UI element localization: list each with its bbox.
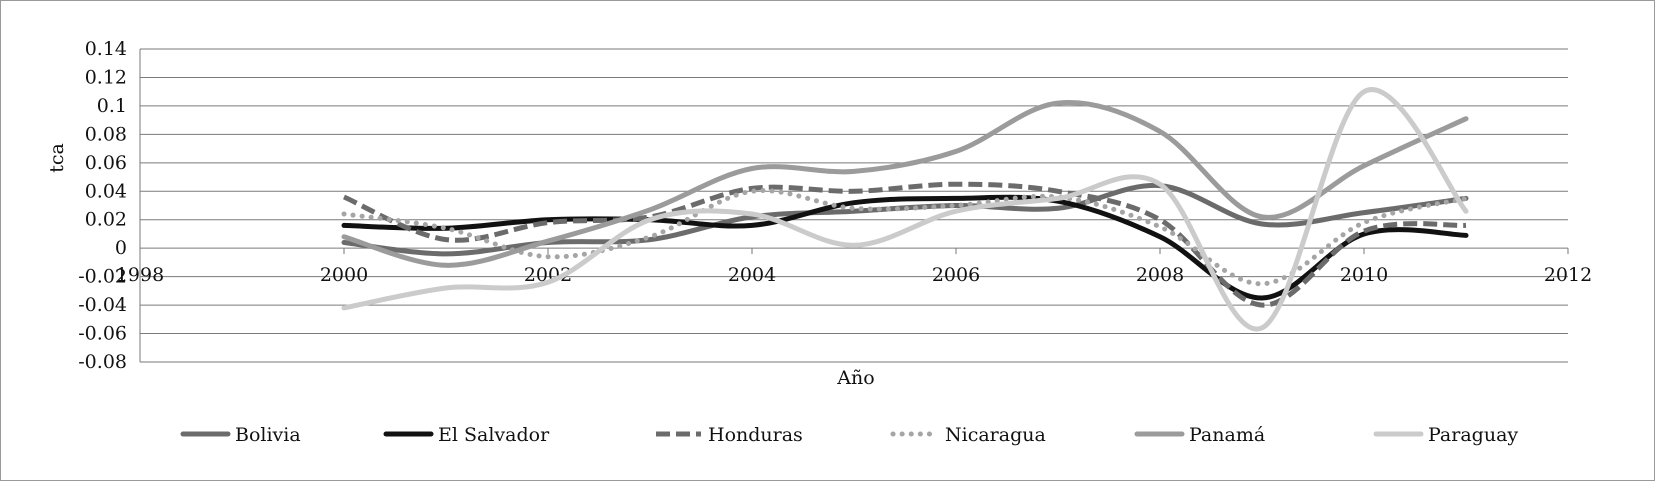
- legend-label-honduras: Honduras: [708, 424, 803, 446]
- series-line-nicaragua: [341, 188, 1469, 287]
- x-axis-title: Año: [836, 367, 874, 389]
- y-axis-ticks: 0.14 0.12 0.1 0.08 0.06 0.04 0.02 0 -0.02 -0.04 -0…: [78, 38, 127, 373]
- y-tick-label: 0.1: [97, 95, 127, 117]
- legend-label-nicaragua: Nicaragua: [945, 424, 1046, 446]
- y-tick-label: -0.08: [78, 351, 127, 373]
- y-tick-label: 0.02: [85, 209, 127, 231]
- x-tick-label: 2010: [1340, 264, 1388, 286]
- legend-label-bolivia: Bolivia: [235, 424, 301, 446]
- x-tick-label: 2008: [1136, 264, 1184, 286]
- x-tick-label: 2000: [320, 264, 368, 286]
- series-line-panam-: [341, 100, 1469, 268]
- series-line-paraguay: [341, 87, 1469, 332]
- legend-label-paraguay: Paraguay: [1428, 424, 1518, 446]
- series-lines: [341, 87, 1469, 332]
- y-tick-label: 0.08: [85, 123, 127, 145]
- series-line-honduras: [343, 181, 1467, 308]
- legend-label-panam-: Panamá: [1189, 424, 1265, 446]
- x-axis-ticks: 1998 2000 2002 2004 2006 2008 2010 2012: [116, 248, 1592, 286]
- y-tick-label: 0: [115, 237, 127, 259]
- legend-label-el-salvador: El Salvador: [438, 424, 550, 446]
- y-axis-title: tca: [46, 143, 68, 173]
- x-tick-label: 2006: [932, 264, 980, 286]
- x-tick-label: 1998: [116, 264, 164, 286]
- y-tick-label: -0.06: [78, 323, 127, 345]
- legend: Bolivia El Salvador Honduras Nicaragua Panam…: [180, 424, 1518, 446]
- gridlines: [139, 48, 1568, 363]
- series-line-el-salvador: [341, 194, 1469, 301]
- y-tick-label: 0.06: [85, 152, 127, 174]
- y-tick-label: 0.04: [85, 180, 127, 202]
- y-tick-label: 0.14: [85, 38, 127, 60]
- y-tick-label: 0.12: [85, 66, 127, 88]
- x-tick-label: 2004: [728, 264, 776, 286]
- x-tick-label: 2012: [1544, 264, 1592, 286]
- y-tick-label: -0.04: [78, 294, 127, 316]
- x-tick-label: 2002: [524, 264, 572, 286]
- y-tick-label: -0.02: [78, 266, 127, 288]
